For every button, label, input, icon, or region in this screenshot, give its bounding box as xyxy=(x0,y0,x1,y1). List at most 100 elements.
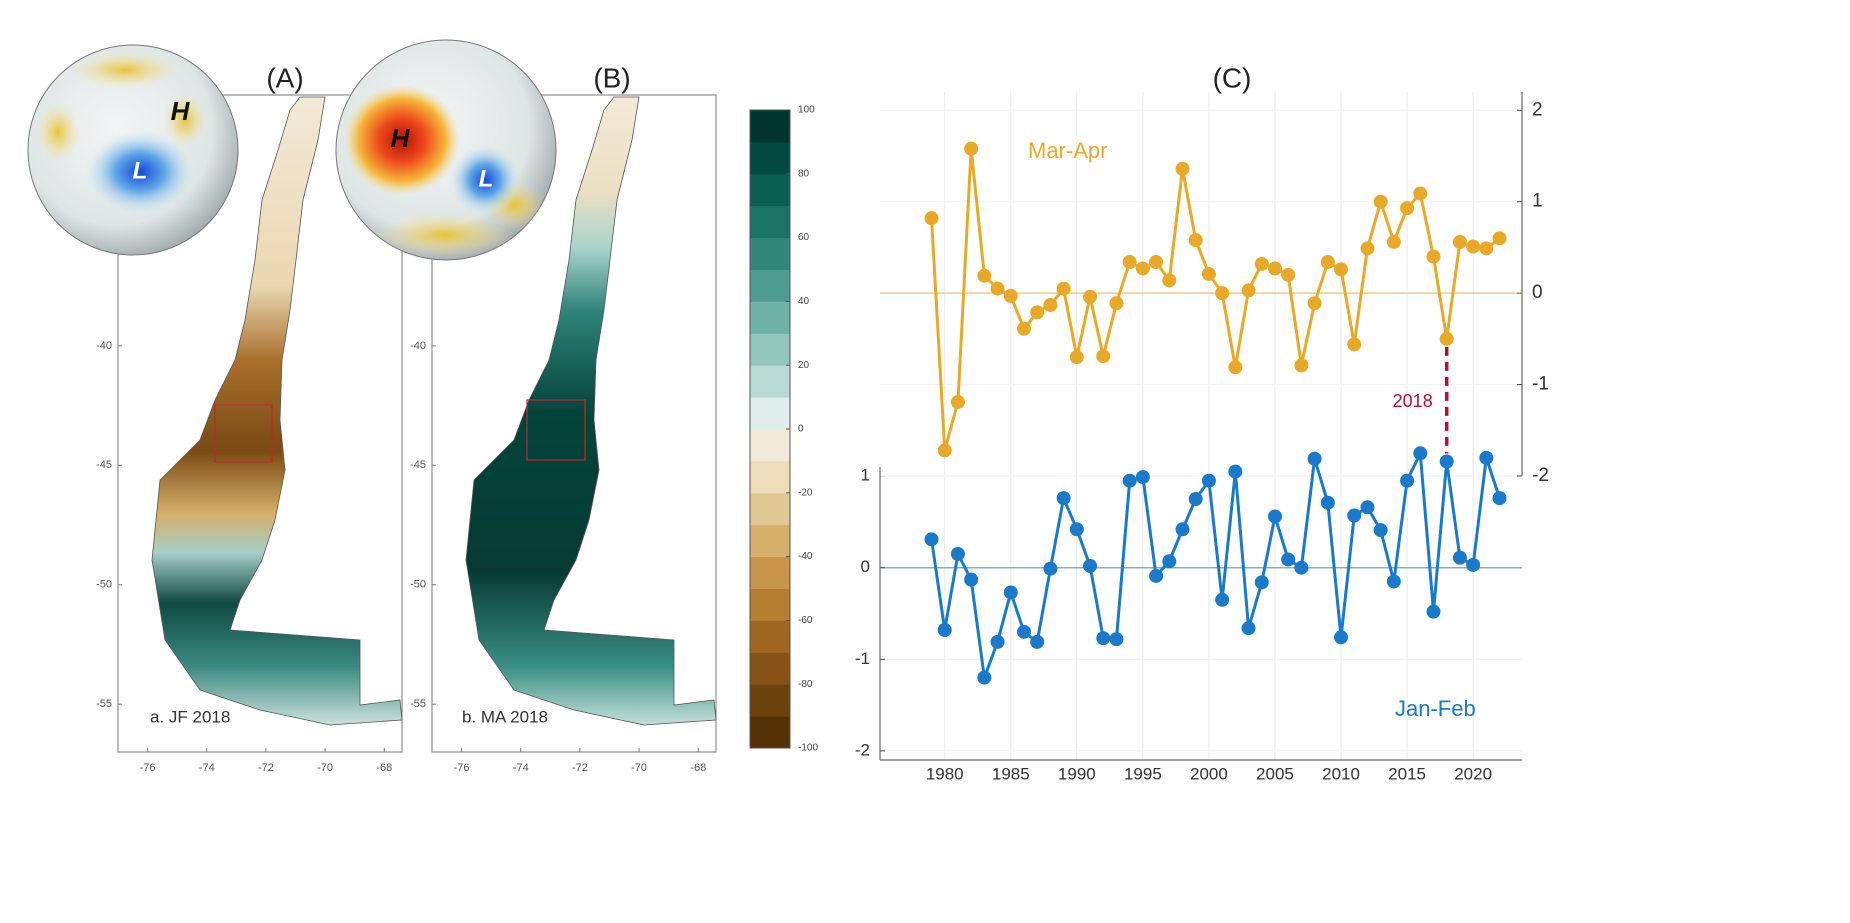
colorbar-tick-label: 40 xyxy=(798,296,810,307)
map-label: b. MA 2018 xyxy=(462,707,548,726)
data-point xyxy=(1281,268,1295,282)
data-point xyxy=(1242,283,1256,297)
data-point xyxy=(1308,452,1322,466)
y-tick-label: -55 xyxy=(96,698,112,710)
series-line xyxy=(932,453,1500,677)
data-point xyxy=(1109,296,1123,310)
data-point xyxy=(1400,201,1414,215)
data-point xyxy=(1123,255,1137,269)
colorbar-step xyxy=(750,620,790,652)
data-point xyxy=(1136,470,1150,484)
y2-tick-label: 0 xyxy=(1532,282,1543,303)
data-point xyxy=(1374,195,1388,209)
data-point xyxy=(1043,298,1057,312)
data-point xyxy=(1149,569,1163,583)
colorbar-step xyxy=(750,652,790,684)
colorbar-step xyxy=(750,684,790,716)
colorbar-step xyxy=(750,429,790,461)
data-point xyxy=(991,635,1005,649)
data-point xyxy=(1387,235,1401,249)
data-point xyxy=(1426,605,1440,619)
data-point xyxy=(1004,289,1018,303)
data-point xyxy=(1242,621,1256,635)
data-point xyxy=(977,269,991,283)
colorbar-step xyxy=(750,525,790,557)
data-point xyxy=(1176,522,1190,536)
data-point xyxy=(1281,552,1295,566)
globe-label: L xyxy=(133,157,148,184)
colorbar-step xyxy=(750,493,790,525)
globe-label: H xyxy=(171,96,191,126)
x-tick-label: 1985 xyxy=(992,764,1030,783)
data-point xyxy=(1466,240,1480,254)
data-point xyxy=(1453,551,1467,565)
colorbar-tick-label: -60 xyxy=(798,615,813,626)
data-point xyxy=(1347,337,1361,351)
x-tick-label: -68 xyxy=(690,762,706,774)
data-point xyxy=(1334,262,1348,276)
data-point xyxy=(1387,574,1401,588)
x-tick-label: 2000 xyxy=(1190,764,1228,783)
data-point xyxy=(1268,261,1282,275)
x-tick-label: 2015 xyxy=(1388,764,1426,783)
data-point xyxy=(1413,446,1427,460)
data-point xyxy=(1360,241,1374,255)
colorbar-tick-label: -40 xyxy=(798,551,813,562)
data-point xyxy=(1189,492,1203,506)
annotation-label: 2018 xyxy=(1393,391,1433,411)
globe-anomaly xyxy=(36,102,80,162)
colorbar-step xyxy=(750,238,790,270)
series-label: Jan-Feb xyxy=(1395,696,1476,721)
panel-title: (B) xyxy=(593,62,630,93)
data-point xyxy=(1149,255,1163,269)
y2-tick-label: -2 xyxy=(1532,465,1549,486)
data-point xyxy=(1374,523,1388,537)
colorbar-step xyxy=(750,206,790,238)
data-point xyxy=(1334,630,1348,644)
data-point xyxy=(1453,235,1467,249)
data-point xyxy=(964,142,978,156)
data-point xyxy=(938,443,952,457)
x-tick-label: -72 xyxy=(572,762,588,774)
colorbar-step xyxy=(750,142,790,174)
y-tick-label: -40 xyxy=(96,340,112,352)
data-point xyxy=(1308,296,1322,310)
colorbar-tick-label: -100 xyxy=(798,743,818,754)
colorbar-step xyxy=(750,557,790,589)
data-point xyxy=(1096,349,1110,363)
data-point xyxy=(1321,496,1335,510)
x-tick-label: -74 xyxy=(199,762,215,774)
y2-tick-label: 1 xyxy=(1532,191,1543,212)
data-point xyxy=(1215,286,1229,300)
figure: a. JF 2018 (A) H L b. MA 2018 (B) H L (C… xyxy=(0,0,1850,923)
x-tick-label: -70 xyxy=(631,762,647,774)
panel-title: (C) xyxy=(1213,62,1252,93)
x-tick-label: -74 xyxy=(513,762,529,774)
colorbar-step xyxy=(750,333,790,365)
y-tick-label: -45 xyxy=(96,459,112,471)
colorbar-step xyxy=(750,589,790,621)
colorbar-tick-label: 0 xyxy=(798,424,804,435)
globe-label: H xyxy=(391,123,411,153)
data-point xyxy=(1070,350,1084,364)
data-point xyxy=(1083,559,1097,573)
y-tick-label: -2 xyxy=(855,740,870,759)
x-tick-label: -76 xyxy=(454,762,470,774)
data-point xyxy=(1083,290,1097,304)
data-point xyxy=(1255,575,1269,589)
colorbar-tick-label: 80 xyxy=(798,168,810,179)
x-tick-label: -72 xyxy=(258,762,274,774)
data-point xyxy=(1440,455,1454,469)
data-point xyxy=(1268,509,1282,523)
panel-title: (A) xyxy=(266,62,303,93)
data-point xyxy=(1004,585,1018,599)
data-point xyxy=(1360,500,1374,514)
x-tick-label: 2020 xyxy=(1454,764,1492,783)
colorbar-tick-label: -20 xyxy=(798,487,813,498)
y-tick-label: -40 xyxy=(410,340,426,352)
data-point xyxy=(1440,332,1454,346)
colorbar-tick-label: 20 xyxy=(798,360,810,371)
x-tick-label: 1980 xyxy=(926,764,964,783)
y-tick-label: -55 xyxy=(410,698,426,710)
data-point xyxy=(1466,558,1480,572)
